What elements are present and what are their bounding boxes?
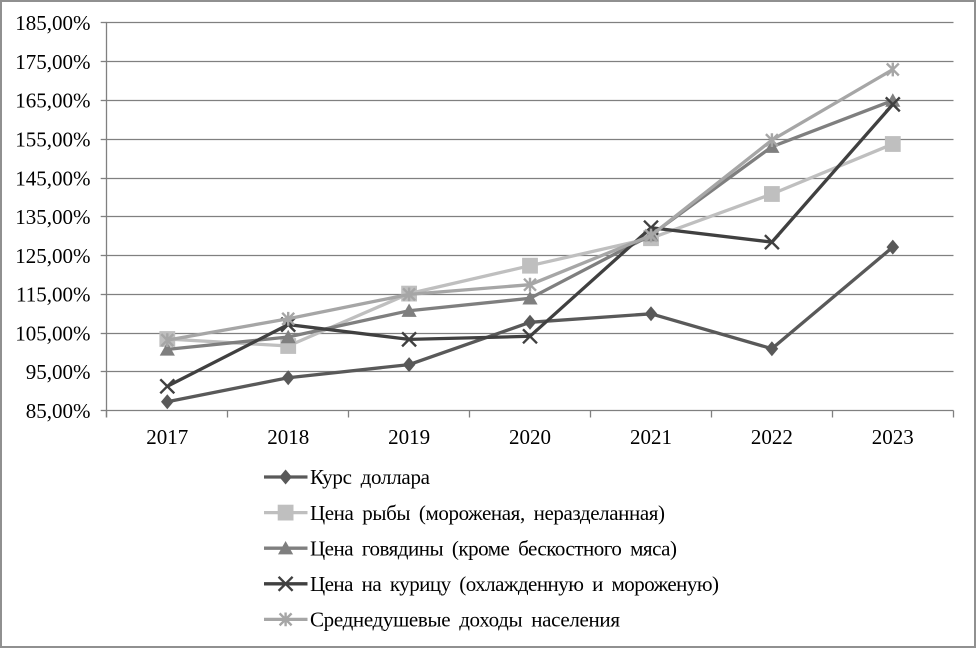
svg-text:2019: 2019: [388, 425, 430, 449]
svg-text:Цена говядины (кроме бескостно: Цена говядины (кроме бескостного мяса): [310, 536, 677, 560]
svg-text:175,00%: 175,00%: [15, 50, 90, 74]
svg-text:2022: 2022: [751, 425, 793, 449]
svg-text:2017: 2017: [146, 425, 188, 449]
svg-text:165,00%: 165,00%: [15, 89, 90, 113]
svg-text:Цена на курицу (охлажденную и: Цена на курицу (охлажденную и мороженую): [310, 572, 719, 596]
svg-text:125,00%: 125,00%: [15, 244, 90, 268]
svg-text:145,00%: 145,00%: [15, 166, 90, 190]
svg-text:115,00%: 115,00%: [16, 283, 90, 307]
svg-text:2021: 2021: [630, 425, 672, 449]
svg-text:85,00%: 85,00%: [26, 399, 91, 423]
svg-text:2018: 2018: [267, 425, 309, 449]
svg-text:2023: 2023: [872, 425, 914, 449]
svg-text:105,00%: 105,00%: [15, 321, 90, 345]
svg-text:135,00%: 135,00%: [15, 205, 90, 229]
svg-text:Цена рыбы (мороженая, нераздел: Цена рыбы (мороженая, неразделанная): [310, 501, 665, 525]
svg-text:Среднедушевые доходы населения: Среднедушевые доходы населения: [310, 608, 620, 632]
svg-text:2020: 2020: [509, 425, 551, 449]
svg-text:Курс доллара: Курс доллара: [310, 465, 431, 489]
svg-text:185,00%: 185,00%: [15, 11, 90, 35]
svg-text:155,00%: 155,00%: [15, 128, 90, 152]
svg-text:95,00%: 95,00%: [26, 360, 91, 384]
